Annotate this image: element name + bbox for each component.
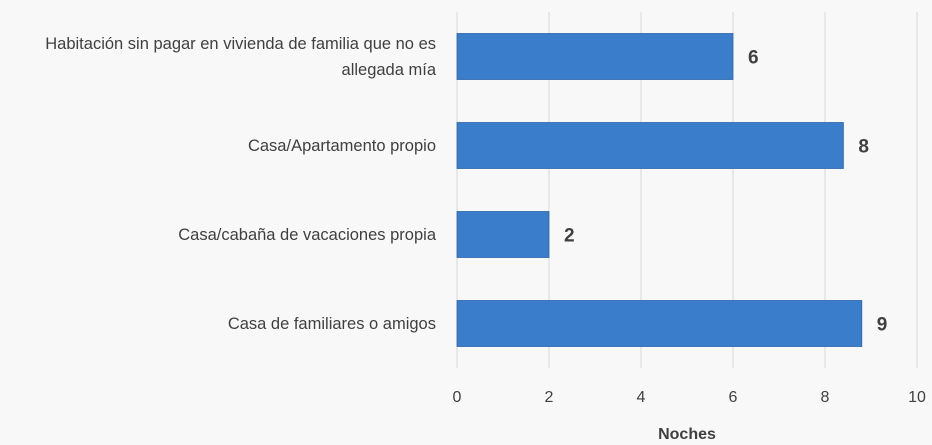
bar [456,122,844,169]
value-label: 8 [858,137,869,158]
y-tick-label: Casa/cabaña de vacaciones propia [178,225,436,244]
y-tick-label: Habitación sin pagar en vivienda de fami… [45,34,436,79]
x-axis-title: Noches [658,426,716,443]
x-tick-label: 0 [453,389,462,406]
x-tick-label: 8 [821,389,830,406]
value-label: 9 [877,315,888,336]
y-tick-label: Casa/Apartamento propio [247,136,436,155]
bar [456,211,550,258]
bar [456,33,734,80]
x-tick-label: 10 [908,389,926,406]
value-label: 6 [748,48,759,69]
x-tick-label: 2 [545,389,554,406]
x-tick-label: 6 [729,389,738,406]
y-tick-label: Casa de familiares o amigos [227,314,436,333]
x-tick-label: 4 [637,389,646,406]
value-label: 2 [564,226,575,247]
bar [456,300,863,347]
